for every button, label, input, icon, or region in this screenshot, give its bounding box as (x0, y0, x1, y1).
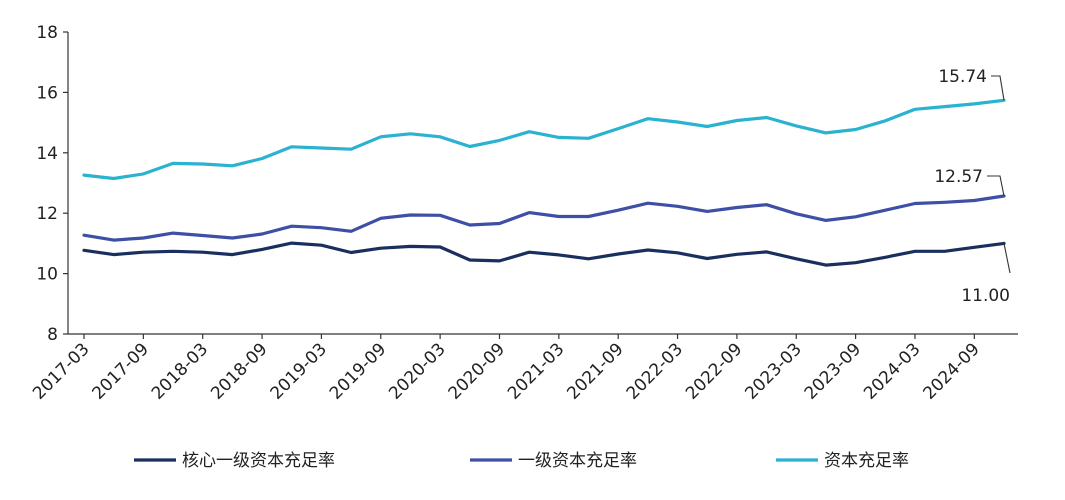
y-tick-label: 14 (36, 144, 58, 164)
x-tick-label: 2024-09 (919, 339, 983, 403)
x-tick-label: 2022-03 (623, 339, 687, 403)
annotation-leader (991, 75, 1005, 101)
x-tick-label: 2019-09 (326, 339, 390, 403)
x-tick-label: 2017-03 (29, 339, 93, 403)
x-tick-label: 2020-09 (445, 339, 509, 403)
y-tick-label: 8 (47, 325, 58, 345)
x-axis: 2017-032017-092018-032018-092019-032019-… (29, 333, 1018, 404)
legend: 核心一级资本充足率 一级资本充足率 资本充足率 (134, 451, 909, 471)
y-tick-label: 12 (36, 204, 58, 224)
x-tick-label: 2022-09 (682, 339, 746, 403)
x-tick-label: 2023-03 (741, 339, 805, 403)
x-tick-label: 2019-03 (267, 339, 331, 403)
annotation-leader (1003, 243, 1011, 274)
x-tick-label: 2017-09 (89, 339, 153, 403)
y-tick-label: 10 (36, 265, 58, 285)
end-value-label: 11.00 (961, 286, 1010, 306)
annotation-layer: 15.74 12.57 11.00 (934, 67, 1011, 306)
x-tick-label: 2018-09 (207, 339, 271, 403)
series-line-0 (82, 241, 1006, 267)
x-tick-label: 2023-09 (801, 339, 865, 403)
series-layer (82, 98, 1006, 267)
series-line-1 (82, 194, 1006, 242)
legend-label: 资本充足率 (824, 451, 909, 471)
end-value-label: 15.74 (938, 67, 987, 87)
series-line-2 (82, 98, 1006, 181)
x-tick-label: 2020-03 (385, 339, 449, 403)
x-tick-label: 2024-03 (860, 339, 924, 403)
annotation-leader (987, 175, 1005, 197)
x-tick-label: 2021-03 (504, 339, 568, 403)
x-tick-label: 2018-03 (148, 339, 212, 403)
y-axis: 8 10 12 14 16 18 (36, 23, 69, 345)
y-tick-label: 18 (36, 23, 58, 43)
y-tick-label: 16 (36, 83, 58, 103)
end-value-label: 12.57 (934, 167, 983, 187)
legend-label: 核心一级资本充足率 (182, 451, 335, 471)
legend-label: 一级资本充足率 (518, 451, 637, 471)
x-tick-label: 2021-09 (563, 339, 627, 403)
